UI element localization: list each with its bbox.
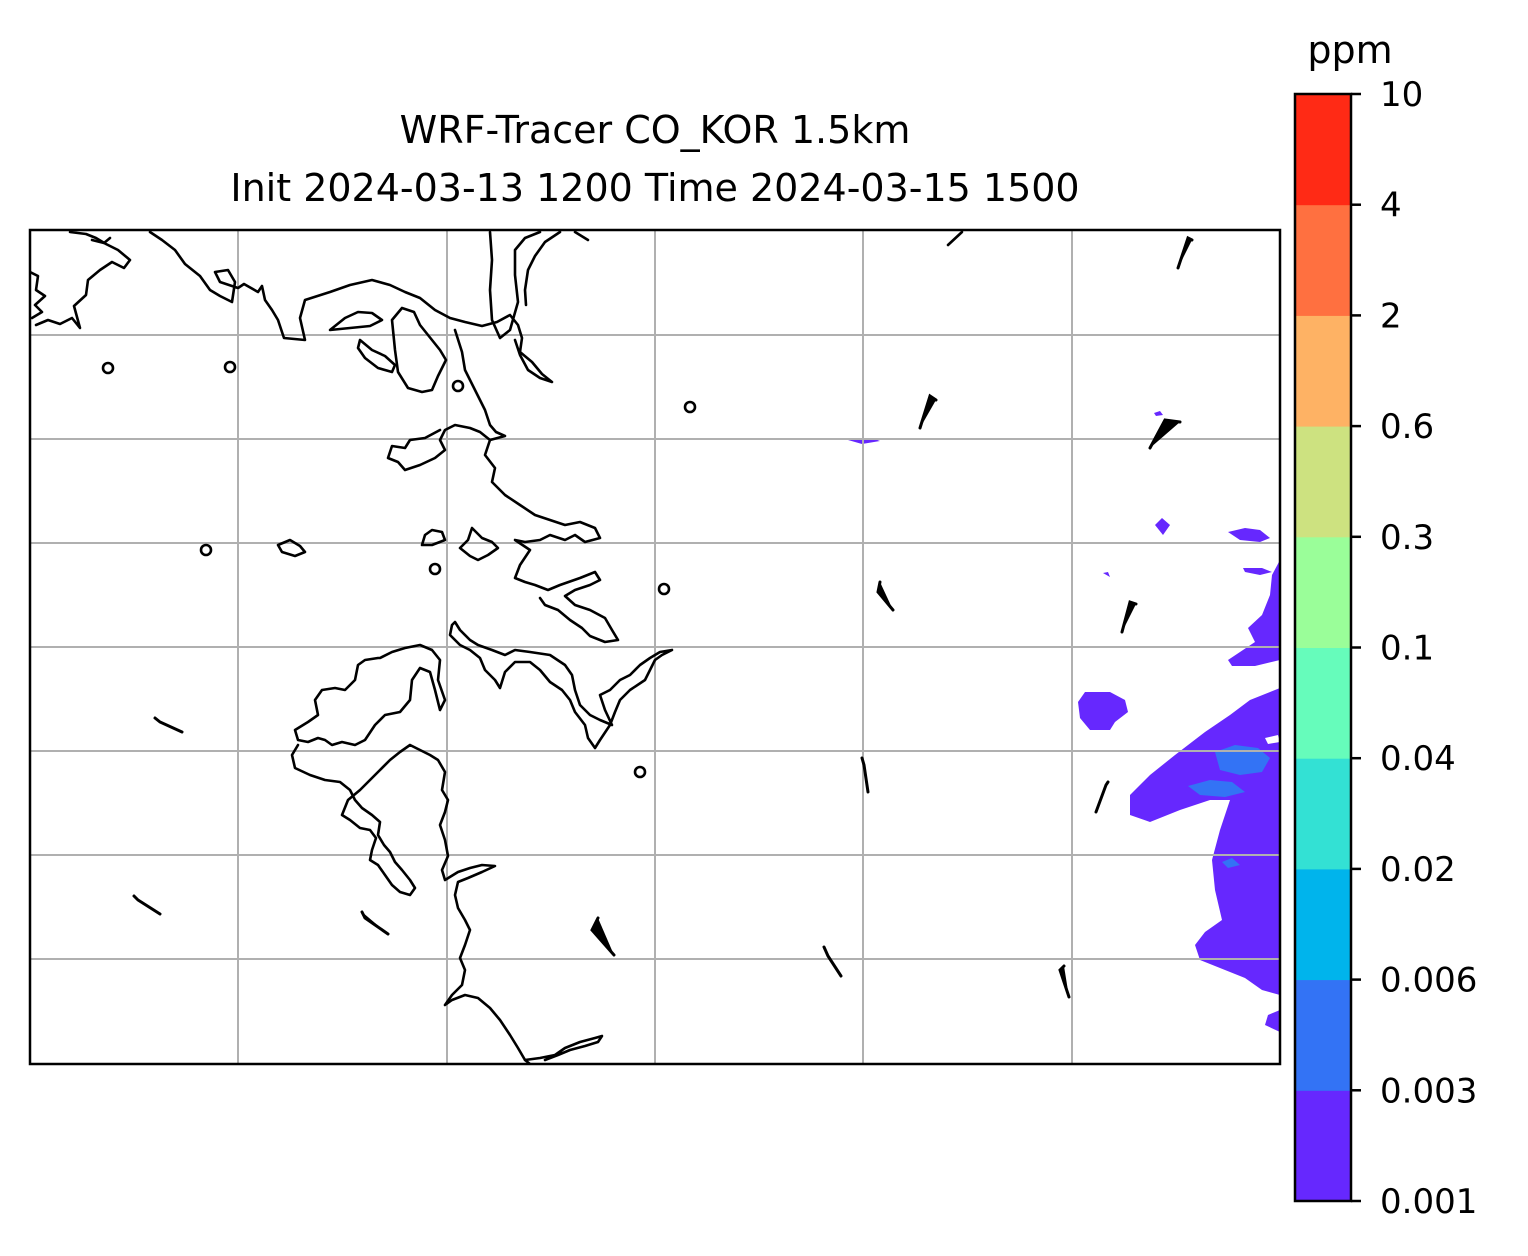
colorbar-bin <box>1295 1090 1351 1202</box>
map-title-line-2: Init 2024-03-13 1200 Time 2024-03-15 150… <box>230 166 1080 210</box>
colorbar-bin <box>1295 868 1351 981</box>
colorbar-tick-label: 0.003 <box>1380 1071 1477 1111</box>
gridlines <box>30 230 1280 1064</box>
colorbar-bin <box>1295 315 1351 427</box>
colorbar-tick-label: 0.001 <box>1380 1182 1477 1222</box>
colorbar: 0.001 0.003 0.006 0.02 0.04 0.1 0.3 0.6 2 4 10 <box>1293 75 1477 1222</box>
colorbar-tick-label: 0.6 <box>1380 407 1434 447</box>
colorbar-bin <box>1295 647 1351 759</box>
colorbar-unit-label: ppm <box>1307 28 1393 72</box>
colorbar-tick-label: 4 <box>1380 186 1402 226</box>
map-frame <box>28 228 1282 1066</box>
colorbar-bin <box>1295 979 1351 1091</box>
wind-barbs <box>132 235 1194 999</box>
colorbar-bin <box>1295 204 1351 316</box>
colorbar-tick-label: 10 <box>1380 75 1423 115</box>
colorbar-tick-label: 2 <box>1380 296 1402 336</box>
colorbar-bin <box>1295 758 1351 870</box>
colorbar-bin <box>1295 94 1351 206</box>
map-panel <box>30 230 1280 1064</box>
colorbar-bin <box>1295 426 1351 538</box>
colorbar-tick-label: 0.3 <box>1380 518 1434 558</box>
colorbar-tick-label: 0.1 <box>1380 629 1434 669</box>
colorbar-tick-label: 0.02 <box>1380 850 1456 890</box>
colorbar-bin <box>1295 536 1351 648</box>
coastlines <box>30 230 964 1064</box>
colorbar-tick-label: 0.04 <box>1380 739 1456 779</box>
tracer-plume-level-2 <box>1188 735 1280 868</box>
map-title-line-1: WRF-Tracer CO_KOR 1.5km <box>399 108 911 152</box>
colorbar-tick-label: 0.006 <box>1380 961 1477 1001</box>
